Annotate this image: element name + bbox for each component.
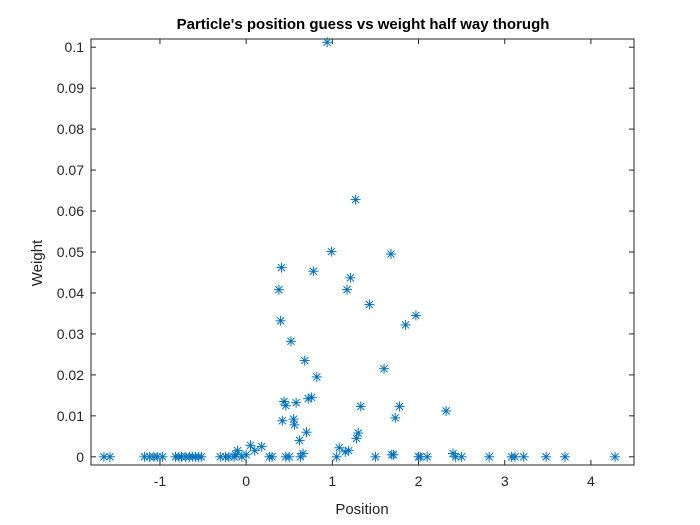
data-point — [334, 442, 345, 453]
data-point — [326, 246, 337, 257]
data-point — [294, 435, 305, 446]
data-point — [379, 363, 390, 374]
y-tick-label: 0.02 — [57, 367, 84, 383]
y-tick-label: 0.05 — [57, 244, 84, 260]
data-point — [311, 371, 322, 382]
y-tick-label: 0.1 — [65, 39, 85, 55]
data-point — [285, 336, 296, 347]
x-tick-label: 0 — [242, 473, 250, 489]
data-point — [301, 427, 312, 438]
data-point — [343, 445, 354, 456]
data-point — [241, 449, 252, 460]
data-point — [291, 397, 302, 408]
data-point — [560, 451, 571, 462]
y-tick-label: 0.08 — [57, 121, 84, 137]
data-point — [306, 392, 317, 403]
data-point — [275, 315, 286, 326]
data-point — [541, 451, 552, 462]
data-point — [610, 451, 621, 462]
data-point — [350, 194, 361, 205]
data-point — [104, 451, 115, 462]
data-point — [277, 415, 288, 426]
y-axis: 0 0.01 0.02 0.03 0.04 0.05 0.06 0.07 0.08 0.09 0.1 — [57, 39, 634, 465]
data-point — [518, 451, 529, 462]
data-point — [355, 401, 366, 412]
y-tick-label: 0.09 — [57, 80, 84, 96]
data-points — [98, 37, 621, 462]
data-point — [196, 451, 207, 462]
data-point — [232, 445, 243, 456]
data-point — [353, 428, 364, 439]
y-tick-label: 0.04 — [57, 285, 84, 301]
data-point — [390, 412, 401, 423]
x-tick-label: 4 — [587, 473, 595, 489]
x-tick-label: 2 — [415, 473, 423, 489]
data-point — [364, 299, 375, 310]
y-axis-label: Weight — [29, 239, 46, 286]
x-tick-label: 1 — [328, 473, 336, 489]
y-tick-label: 0.01 — [57, 408, 84, 424]
data-point — [385, 249, 396, 260]
data-point — [370, 451, 381, 462]
data-point — [157, 451, 168, 462]
chart-title: Particle's position guess vs weight half… — [177, 16, 550, 33]
data-point — [298, 448, 309, 459]
data-point — [280, 400, 291, 411]
data-point — [267, 451, 277, 462]
data-point — [299, 355, 310, 366]
data-point — [410, 310, 421, 321]
data-point — [276, 262, 287, 273]
data-point — [284, 451, 295, 462]
data-point — [422, 451, 433, 462]
data-point — [388, 449, 399, 460]
data-point — [456, 451, 467, 462]
data-point — [341, 284, 352, 295]
data-point — [308, 266, 319, 277]
data-point — [510, 451, 521, 462]
data-point — [441, 405, 452, 416]
data-point — [273, 284, 284, 295]
data-point — [249, 445, 260, 456]
data-point — [394, 401, 405, 412]
data-point — [245, 440, 256, 451]
data-point — [484, 451, 495, 462]
y-tick-label: 0.03 — [57, 326, 84, 342]
data-point — [256, 441, 267, 452]
x-tick-label: 3 — [501, 473, 509, 489]
data-point — [289, 419, 300, 430]
data-point — [400, 319, 411, 330]
y-tick-label: 0.07 — [57, 162, 84, 178]
x-axis: -1 0 1 2 3 4 — [154, 39, 595, 489]
x-tick-label: -1 — [154, 473, 167, 489]
y-tick-label: 0 — [76, 449, 84, 465]
data-point — [98, 451, 109, 462]
data-point — [331, 451, 342, 462]
x-axis-label: Position — [335, 501, 388, 518]
y-tick-label: 0.06 — [57, 203, 84, 219]
data-point — [322, 37, 333, 48]
data-point — [279, 396, 290, 407]
plot-area — [90, 38, 635, 466]
data-point — [345, 272, 356, 283]
